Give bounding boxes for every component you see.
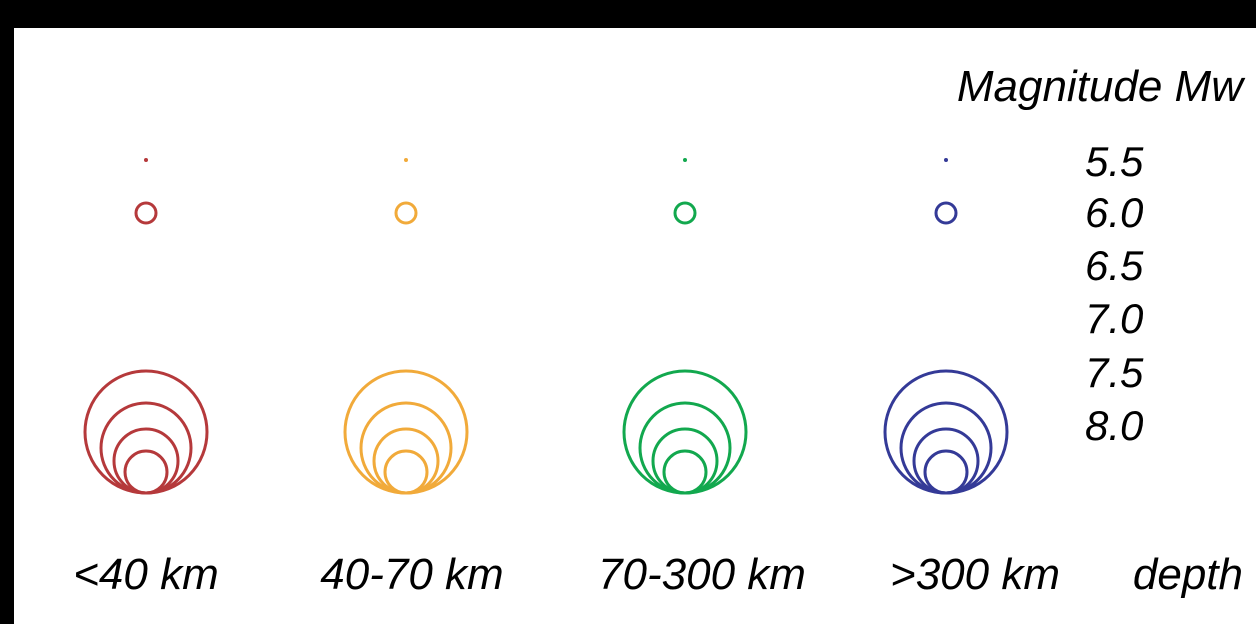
depth-column (343, 158, 469, 495)
magnitude-label: 5.5 (1085, 138, 1144, 185)
depth-word: depth (1133, 550, 1243, 599)
magnitude-labels: 5.5 6.0 6.5 7.0 7.5 8.0 (1085, 138, 1144, 449)
magnitude-circle (944, 158, 948, 162)
magnitude-circle (622, 369, 748, 495)
magnitude-circle (343, 369, 469, 495)
magnitude-label: 6.5 (1085, 242, 1144, 289)
legend-background (14, 28, 1256, 624)
magnitude-circle (134, 201, 158, 225)
magnitude-label: 7.5 (1085, 349, 1144, 396)
depth-labels: <40 km 40-70 km 70-300 km >300 km depth (73, 550, 1243, 599)
magnitude-circle (83, 369, 209, 495)
depth-label: 70-300 km (598, 550, 806, 599)
depth-column (83, 158, 209, 495)
magnitude-circle (683, 158, 687, 162)
depth-label: >300 km (890, 550, 1060, 599)
magnitude-circle (144, 158, 148, 162)
magnitude-label: 6.0 (1085, 189, 1144, 236)
depth-column (622, 158, 748, 495)
magnitude-label: 8.0 (1085, 402, 1144, 449)
depth-column (883, 158, 1009, 495)
depth-label: <40 km (73, 550, 219, 599)
legend-title: Magnitude Mw (957, 62, 1246, 111)
magnitude-label: 7.0 (1085, 295, 1144, 342)
circle-columns (83, 158, 1009, 495)
magnitude-circle (404, 158, 408, 162)
magnitude-circle (394, 201, 418, 225)
depth-label: 40-70 km (320, 550, 503, 599)
magnitude-circle (673, 201, 697, 225)
magnitude-circle (883, 369, 1009, 495)
magnitude-circle (934, 201, 958, 225)
